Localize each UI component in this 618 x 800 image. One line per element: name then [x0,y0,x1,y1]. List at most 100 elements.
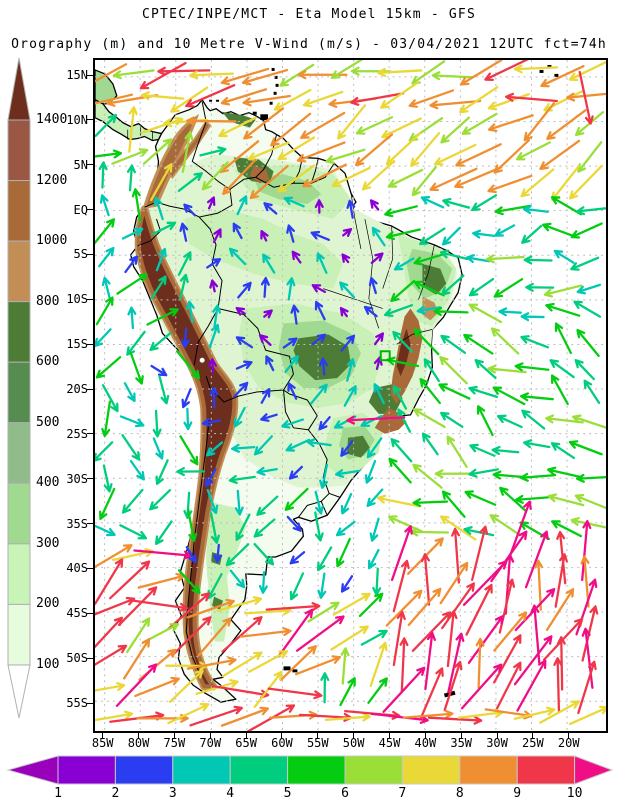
wind-arrow [361,159,396,191]
wind-arrow [446,435,468,468]
wind-arrow [185,300,195,324]
wind-arrow [419,227,446,246]
lat-label: 20S [66,382,88,397]
wind-arrow [441,274,465,296]
lat-label: 45S [66,606,88,621]
wind-arrow [330,60,364,79]
wind-arrow [442,197,471,209]
wind-arrow [235,513,251,541]
wind-arrow [474,359,497,380]
oro-scale-segment [7,543,31,605]
wind-arrow [570,256,600,271]
wind-arrow [427,715,483,725]
wind-scale-segment [459,755,518,785]
wind-arrow [420,196,445,209]
wind-arrow [253,518,276,538]
wind-arrow [222,158,257,195]
wind-arrow [376,494,421,508]
wind-arrow [95,710,134,722]
lat-tick [87,567,93,569]
lon-label: 85W [91,736,114,750]
wind-arrow [234,406,246,428]
oro-scale-label: 400 [36,475,60,491]
wind-scale-label: 10 [566,786,583,800]
wind-arrow [171,616,212,657]
wind-arrow [392,330,414,353]
lon-tick [245,733,247,739]
wind-arrow [317,546,333,572]
wind-arrow [137,572,186,589]
wind-arrow [253,435,273,456]
lon-tick [496,733,498,739]
lon-label: 50W [342,736,365,750]
wind-arrow [258,334,272,347]
wind-arrow [346,199,356,219]
wind-arrow [236,195,248,216]
wind-arrow [98,246,115,268]
wind-arrow [549,359,575,379]
wind-arrow [572,414,606,429]
wind-arrow [498,307,522,317]
wind-arrow [233,381,249,398]
wind-arrow [440,515,477,541]
wind-arrow [199,146,227,157]
wind-arrow [534,559,544,611]
wind-arrow [181,131,194,173]
wind-arrow [463,333,494,355]
wind-arrow [332,592,371,616]
wind-arrow [493,611,528,652]
oro-scale-label: 600 [36,354,60,370]
wind-arrow [385,589,423,627]
lat-label: 55S [66,696,88,711]
wind-arrow [339,677,356,707]
wind-arrow [371,226,386,247]
wind-arrow [476,405,494,437]
wind-arrow [277,608,314,658]
wind-arrow [206,488,219,515]
wind-arrow [419,378,441,405]
wind-arrow [291,250,302,264]
wind-scale-arrow-left [6,755,59,785]
wind-arrow [494,204,532,216]
wind-arrow [265,602,321,612]
wind-arrow [413,252,446,266]
wind-arrow [201,161,229,191]
wind-arrow [279,645,317,681]
wind-arrow [167,702,210,725]
wind-arrow [387,168,424,188]
wind-scale-label: 2 [111,786,120,800]
lat-tick [87,298,93,300]
wind-arrow [577,660,597,715]
wind-arrow [390,525,413,582]
wind-arrow [283,196,305,208]
wind-arrow [420,553,431,606]
wind-arrow [206,258,222,269]
wind-scale-arrow-right [574,755,614,785]
wind-arrow [459,85,499,114]
wind-arrow [569,164,603,200]
wind-arrow [485,254,525,264]
wind-arrow [95,113,118,137]
wind-arrow [126,164,136,192]
wind-arrow [523,255,553,265]
wind-arrow [399,637,409,694]
wind-arrow [123,382,136,403]
wind-arrow [408,89,455,108]
wind-arrow [101,384,119,413]
oro-scale-segment [7,240,31,303]
wind-arrow [155,247,167,272]
wind-arrow [494,661,522,712]
wind-arrow [119,524,148,540]
wind-arrow [413,328,440,356]
wind-arrow [116,273,148,295]
wind-arrow [519,472,557,482]
wind-arrow [177,251,192,276]
wind-arrow [260,388,271,404]
wind-arrow [583,379,601,404]
wind-arrow [346,415,406,425]
wind-arrow [366,437,383,459]
lat-label: 5N [73,157,88,172]
wind-arrow [216,596,263,612]
wind-arrow [121,434,141,461]
page-title: CPTEC/INPE/MCT - Eta Model 15km - GFS [142,7,476,22]
